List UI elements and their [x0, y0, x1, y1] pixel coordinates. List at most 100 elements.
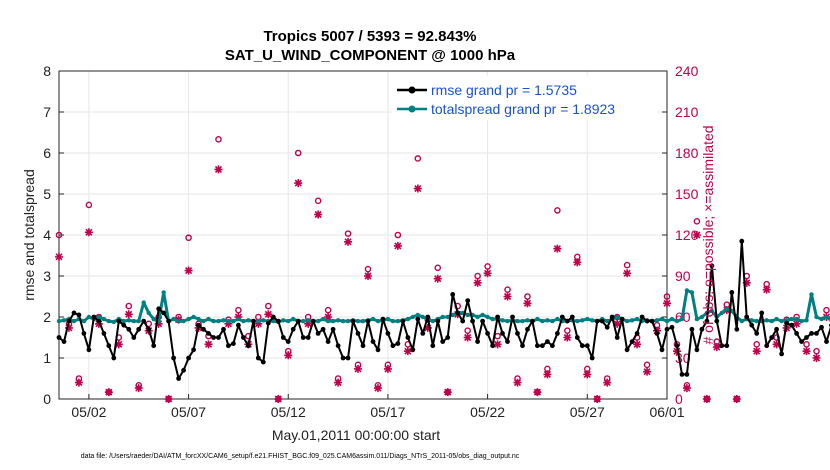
- totalspread-point: [151, 316, 156, 322]
- obs-assimilated-marker: [164, 395, 173, 403]
- rmse-point: [530, 318, 535, 324]
- obs-possible-marker: [265, 302, 272, 310]
- rmse-point: [659, 347, 665, 353]
- rmse-point: [824, 339, 829, 344]
- legend-box: [392, 75, 658, 121]
- obs-assimilated-marker: [732, 395, 741, 403]
- totalspread-point: [615, 314, 620, 320]
- totalspread-point: [799, 318, 804, 324]
- rmse-point: [694, 347, 700, 353]
- totalspread-point: [385, 316, 391, 322]
- rmse-point: [804, 335, 809, 340]
- rmse-point: [360, 343, 366, 349]
- rmse-point: [574, 335, 580, 340]
- totalspread-point: [679, 316, 685, 322]
- rmse-point: [226, 343, 231, 349]
- obs-assimilated-marker: [583, 370, 592, 379]
- totalspread-point: [236, 316, 241, 322]
- rmse-point: [305, 335, 311, 340]
- obs-possible-marker: [294, 149, 302, 157]
- obs-assimilated-marker: [752, 347, 761, 356]
- totalspread-point: [719, 310, 724, 316]
- totalspread-point: [395, 318, 401, 324]
- y-right-tick-label: 150: [675, 186, 699, 202]
- rmse-point: [699, 326, 705, 332]
- rmse-point: [106, 343, 112, 349]
- rmse-point: [275, 318, 281, 324]
- obs-possible-marker: [55, 231, 63, 239]
- rmse-point: [116, 318, 122, 324]
- totalspread-point: [186, 316, 191, 322]
- totalspread-point: [525, 318, 530, 323]
- rmse-point: [241, 335, 246, 340]
- totalspread-point: [540, 318, 545, 324]
- rmse-point: [520, 343, 525, 349]
- obs-assimilated-marker: [224, 319, 233, 328]
- totalspread-point: [171, 316, 176, 322]
- totalspread-point: [176, 318, 181, 324]
- rmse-point: [455, 310, 461, 316]
- obs-possible-marker: [643, 361, 651, 369]
- rmse-point: [629, 339, 635, 344]
- totalspread-point: [505, 318, 510, 324]
- totalspread-point: [330, 318, 336, 324]
- totalspread-point: [281, 318, 286, 323]
- rmse-point: [136, 326, 142, 332]
- obs-possible-marker: [753, 341, 761, 348]
- rmse-point: [405, 335, 411, 340]
- rmse-point: [450, 292, 456, 297]
- rmse-point: [365, 318, 371, 324]
- rmse-point: [191, 347, 197, 353]
- totalspread-point: [340, 318, 346, 324]
- obs-assimilated-marker: [712, 343, 721, 352]
- totalspread-point: [96, 314, 102, 320]
- rmse-point: [265, 320, 271, 326]
- totalspread-point: [71, 318, 77, 324]
- y-right-tick-label: 0: [675, 391, 683, 407]
- totalspread-point: [286, 318, 291, 324]
- rmse-point: [799, 339, 804, 344]
- rmse-point: [395, 341, 401, 346]
- rmse-point: [146, 326, 152, 332]
- totalspread-point: [291, 316, 296, 322]
- rmse-point: [689, 326, 695, 332]
- obs-assimilated-marker: [613, 319, 622, 328]
- obs-assimilated-marker: [134, 384, 143, 393]
- obs-possible-marker: [314, 197, 322, 205]
- totalspread-point: [111, 319, 117, 325]
- rmse-point: [510, 314, 515, 320]
- totalspread-point: [216, 318, 221, 324]
- rmse-point: [644, 318, 650, 324]
- totalspread-point: [430, 318, 435, 324]
- totalspread-point: [779, 318, 784, 324]
- totalspread-point: [789, 316, 794, 322]
- totalspread-point: [480, 312, 485, 318]
- rmse-point: [759, 310, 765, 316]
- totalspread-point: [241, 318, 246, 324]
- totalspread-point: [375, 318, 381, 324]
- rmse-point: [664, 326, 670, 332]
- totalspread-point: [136, 318, 141, 324]
- rmse-point: [794, 331, 799, 336]
- totalspread-point: [335, 318, 341, 323]
- obs-assimilated-marker: [483, 269, 492, 278]
- totalspread-point: [500, 318, 505, 323]
- totalspread-point: [131, 318, 136, 324]
- totalspread-point: [575, 318, 580, 324]
- totalspread-point: [56, 318, 62, 324]
- totalspread-point: [520, 318, 525, 324]
- obs-assimilated-marker: [493, 340, 502, 349]
- totalspread-point: [141, 300, 146, 305]
- totalspread-point: [360, 318, 366, 324]
- rmse-point: [535, 343, 540, 349]
- rmse-point: [540, 343, 545, 349]
- rmse-point: [614, 335, 620, 340]
- rmse-point: [216, 335, 221, 340]
- y-tick-label: 5: [43, 186, 51, 202]
- rmse-point: [515, 331, 520, 336]
- obs-possible-marker: [663, 293, 671, 300]
- rmse-point: [400, 318, 406, 324]
- rmse-point: [196, 322, 201, 328]
- totalspread-point: [465, 312, 470, 318]
- y-tick-label: 2: [43, 309, 51, 325]
